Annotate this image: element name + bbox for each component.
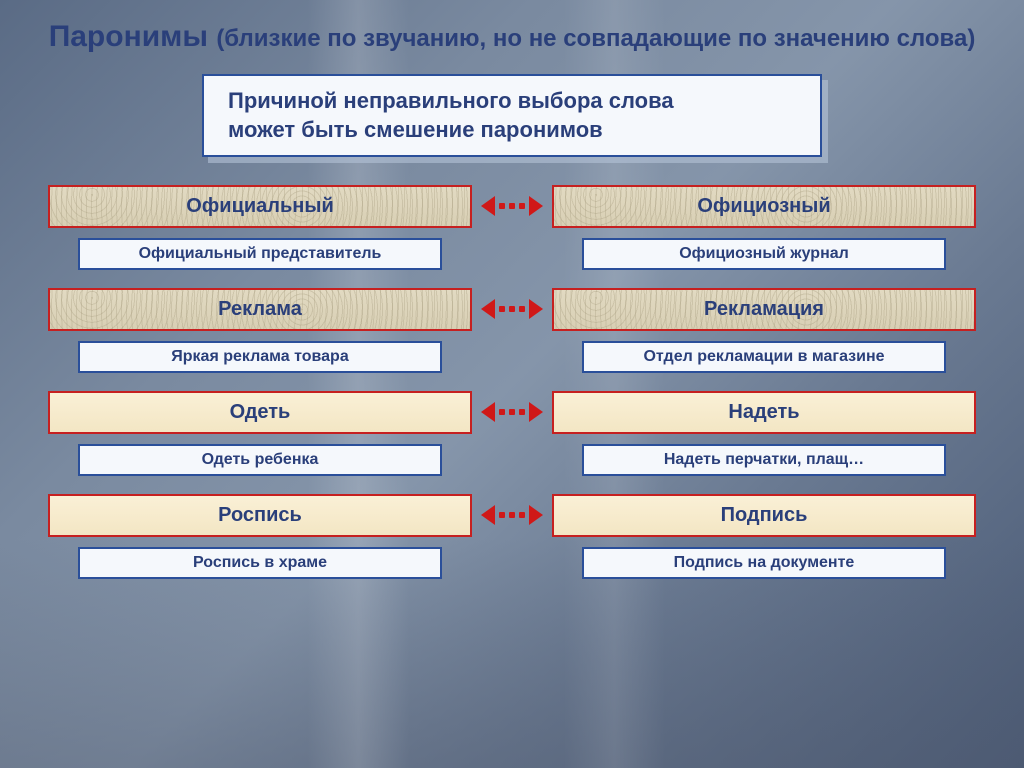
paronym-word-row: Одеть Надеть: [48, 391, 976, 434]
right-word: Рекламация: [552, 288, 976, 331]
connector-dots: [499, 512, 525, 518]
connector-dots: [499, 306, 525, 312]
right-word: Надеть: [552, 391, 976, 434]
paronym-example-row: Одеть ребенка Надеть перчатки, плащ…: [48, 444, 976, 476]
paronym-pairs: Официальный Официозный Официальный предста…: [30, 185, 994, 591]
callout-line-1: Причиной неправильного выбора слова: [228, 86, 796, 116]
left-example: Одеть ребенка: [78, 444, 442, 476]
arrow-right-icon: [529, 196, 543, 216]
bidirectional-arrow: [472, 505, 552, 525]
right-example: Подпись на документе: [582, 547, 946, 579]
right-example: Отдел рекламации в магазине: [582, 341, 946, 373]
title-main: Паронимы: [49, 20, 208, 53]
paronym-example-row: Яркая реклама товара Отдел рекламации в м…: [48, 341, 976, 373]
left-example: Официальный представитель: [78, 238, 442, 270]
arrow-left-icon: [481, 196, 495, 216]
bidirectional-arrow: [472, 299, 552, 319]
callout-line-2: может быть смешение паронимов: [228, 115, 796, 145]
paronym-word-row: Роспись Подпись: [48, 494, 976, 537]
arrow-right-icon: [529, 402, 543, 422]
left-word: Официальный: [48, 185, 472, 228]
callout-box: Причиной неправильного выбора слова може…: [202, 74, 822, 157]
title-sub: (близкие по звучанию, но не совпадающие …: [216, 25, 975, 52]
spacer: [472, 547, 552, 579]
right-word: Подпись: [552, 494, 976, 537]
connector-dots: [499, 409, 525, 415]
spacer: [472, 444, 552, 476]
slide: Паронимы (близкие по звучанию, но не сов…: [0, 0, 1024, 768]
connector-dots: [499, 203, 525, 209]
spacer: [472, 238, 552, 270]
paronym-example-row: Роспись в храме Подпись на документе: [48, 547, 976, 579]
left-word: Роспись: [48, 494, 472, 537]
left-example: Роспись в храме: [78, 547, 442, 579]
paronym-word-row: Официальный Официозный: [48, 185, 976, 228]
paronym-example-row: Официальный представитель Официозный журн…: [48, 238, 976, 270]
bidirectional-arrow: [472, 196, 552, 216]
arrow-right-icon: [529, 505, 543, 525]
arrow-left-icon: [481, 299, 495, 319]
right-example: Надеть перчатки, плащ…: [582, 444, 946, 476]
right-example: Официозный журнал: [582, 238, 946, 270]
bidirectional-arrow: [472, 402, 552, 422]
arrow-right-icon: [529, 299, 543, 319]
left-word: Одеть: [48, 391, 472, 434]
left-example: Яркая реклама товара: [78, 341, 442, 373]
spacer: [472, 341, 552, 373]
page-title: Паронимы (близкие по звучанию, но не сов…: [30, 18, 994, 56]
arrow-left-icon: [481, 505, 495, 525]
left-word: Реклама: [48, 288, 472, 331]
arrow-left-icon: [481, 402, 495, 422]
paronym-word-row: Реклама Рекламация: [48, 288, 976, 331]
right-word: Официозный: [552, 185, 976, 228]
callout-container: Причиной неправильного выбора слова може…: [30, 74, 994, 157]
